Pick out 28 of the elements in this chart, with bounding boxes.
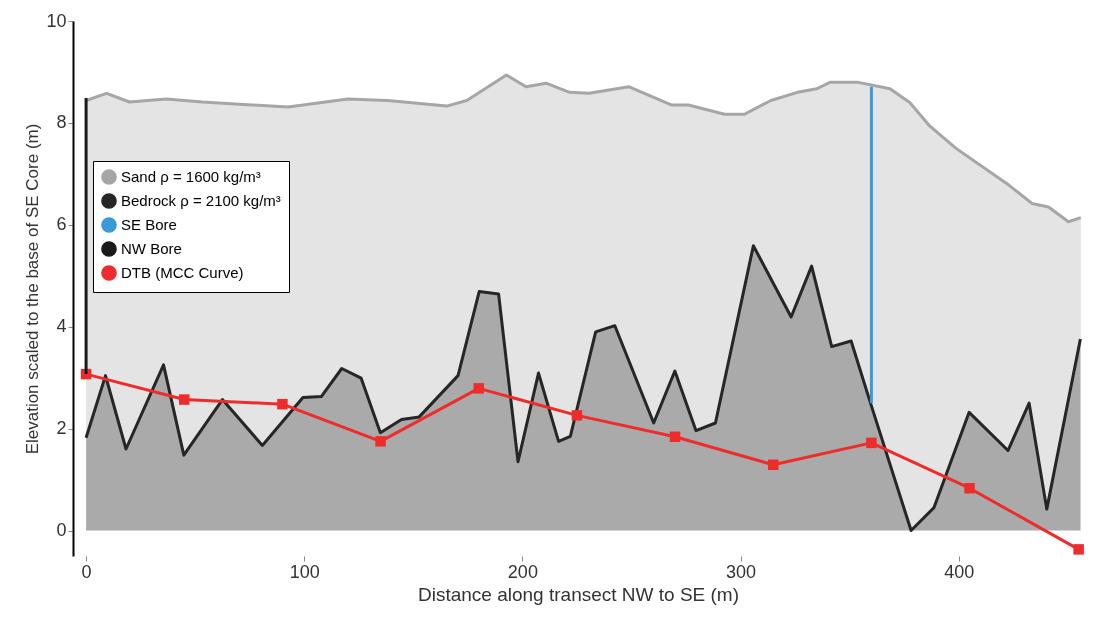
point bbox=[964, 482, 975, 494]
legend-label: DTB (MCC Curve) bbox=[121, 264, 244, 281]
y-tick-label: 8 bbox=[56, 112, 67, 133]
legend-label: NW Bore bbox=[121, 240, 182, 257]
y-tick-label: 4 bbox=[56, 316, 67, 337]
point bbox=[669, 431, 681, 443]
x-tick-label: 0 bbox=[81, 561, 92, 582]
x-tick-label: 400 bbox=[944, 561, 975, 582]
point bbox=[277, 398, 288, 410]
x-tick-label: 100 bbox=[289, 561, 320, 582]
point bbox=[571, 410, 583, 421]
y-tick-label: 2 bbox=[56, 418, 67, 439]
point bbox=[866, 437, 877, 449]
y-axis-title: Elevation scaled to the base of SE Core (m) bbox=[23, 123, 43, 455]
point bbox=[767, 459, 779, 471]
point bbox=[473, 383, 484, 394]
point bbox=[179, 394, 190, 405]
legend-label: Sand ρ = 1600 kg/m³ bbox=[121, 168, 261, 185]
y-tick-label: 0 bbox=[56, 520, 67, 541]
legend-label: SE Bore bbox=[121, 216, 177, 233]
x-axis-title: Distance along transect NW to SE (m) bbox=[418, 583, 739, 605]
x-tick-label: 300 bbox=[725, 561, 757, 582]
y-tick-label: 6 bbox=[56, 214, 67, 235]
point bbox=[1073, 544, 1084, 555]
point bbox=[375, 436, 386, 447]
x-tick-label: 200 bbox=[507, 561, 538, 582]
y-tick-label: 10 bbox=[46, 10, 67, 31]
legend-label: Bedrock ρ = 2100 kg/m³ bbox=[121, 192, 281, 209]
